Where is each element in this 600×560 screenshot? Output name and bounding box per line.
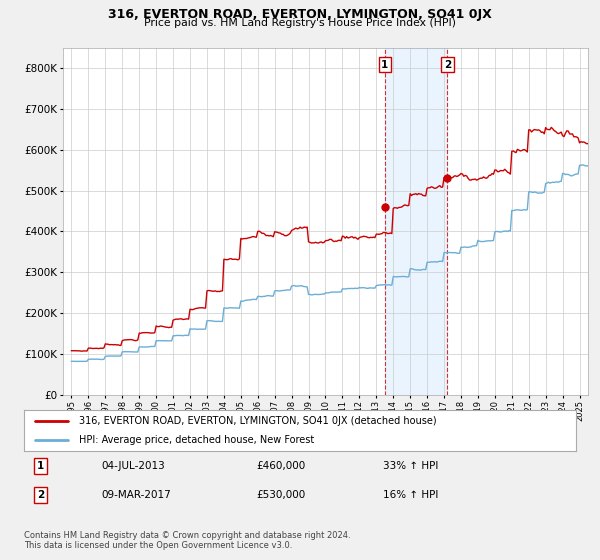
Text: £530,000: £530,000 xyxy=(256,490,305,500)
Text: 16% ↑ HPI: 16% ↑ HPI xyxy=(383,490,438,500)
Text: 33% ↑ HPI: 33% ↑ HPI xyxy=(383,461,438,470)
Text: 1: 1 xyxy=(381,60,388,70)
Text: 2: 2 xyxy=(37,490,44,500)
Text: 316, EVERTON ROAD, EVERTON, LYMINGTON, SO41 0JX: 316, EVERTON ROAD, EVERTON, LYMINGTON, S… xyxy=(108,8,492,21)
Text: 09-MAR-2017: 09-MAR-2017 xyxy=(101,490,171,500)
Text: HPI: Average price, detached house, New Forest: HPI: Average price, detached house, New … xyxy=(79,435,314,445)
Text: 2: 2 xyxy=(444,60,451,70)
Text: Contains HM Land Registry data © Crown copyright and database right 2024.
This d: Contains HM Land Registry data © Crown c… xyxy=(24,531,350,550)
Text: £460,000: £460,000 xyxy=(256,461,305,470)
Bar xyxy=(385,48,448,395)
Text: 316, EVERTON ROAD, EVERTON, LYMINGTON, SO41 0JX (detached house): 316, EVERTON ROAD, EVERTON, LYMINGTON, S… xyxy=(79,417,437,426)
Text: Price paid vs. HM Land Registry's House Price Index (HPI): Price paid vs. HM Land Registry's House … xyxy=(144,18,456,29)
Text: 04-JUL-2013: 04-JUL-2013 xyxy=(101,461,165,470)
Text: 1: 1 xyxy=(37,461,44,470)
